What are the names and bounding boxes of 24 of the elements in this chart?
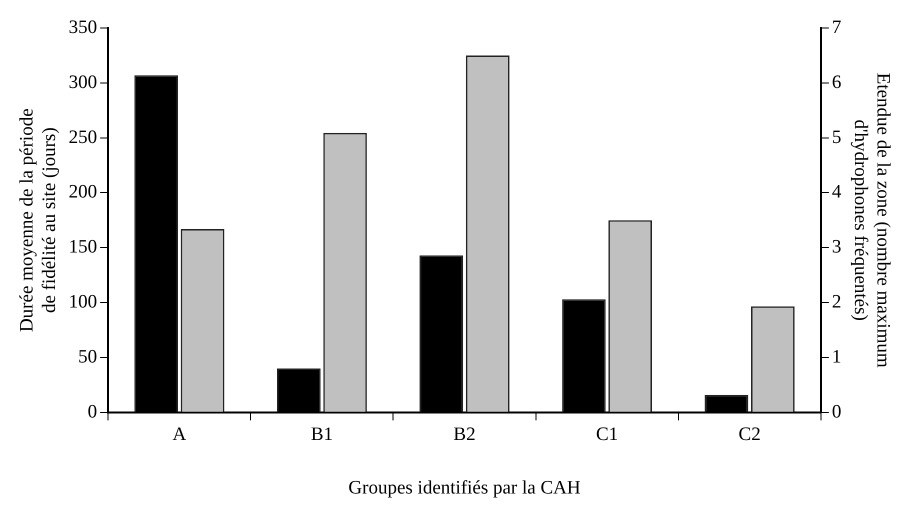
y-tick-label: 50 <box>78 346 98 368</box>
y-tick-label: 150 <box>68 236 98 258</box>
x-tick-label: B2 <box>453 424 476 445</box>
y2-tick-label: 7 <box>832 16 842 38</box>
x-tick-label: C2 <box>738 424 761 445</box>
y2-tick-label: 1 <box>832 346 842 368</box>
y2-tick-label: 4 <box>832 182 842 203</box>
y2-tick-label: 3 <box>832 236 842 258</box>
y-tick-label: 300 <box>68 72 98 93</box>
y-tick-label: 100 <box>68 292 98 313</box>
y-tick-label: 200 <box>68 182 98 203</box>
y2-axis-title: Etendue de la zone (nombre maximum d'hydrophones fréquentés) <box>850 72 894 368</box>
x-tick-label: A <box>172 424 187 445</box>
x-axis-title: Groupes identifiés par la CAH <box>348 478 581 499</box>
y2-tick-label: 0 <box>832 401 842 422</box>
y-tick-label: 0 <box>88 401 98 422</box>
y2-tick-label: 5 <box>832 126 842 148</box>
x-tick-label: C1 <box>596 424 618 445</box>
y2-tick-label: 2 <box>832 292 842 313</box>
y-tick-label: 250 <box>68 126 98 148</box>
y2-tick-label: 6 <box>832 72 842 93</box>
y-tick-label: 350 <box>68 16 98 38</box>
x-tick-label: B1 <box>310 424 334 445</box>
y-axis-title: Durée moyenne de la période de fidélité au site (jours) <box>16 108 60 332</box>
